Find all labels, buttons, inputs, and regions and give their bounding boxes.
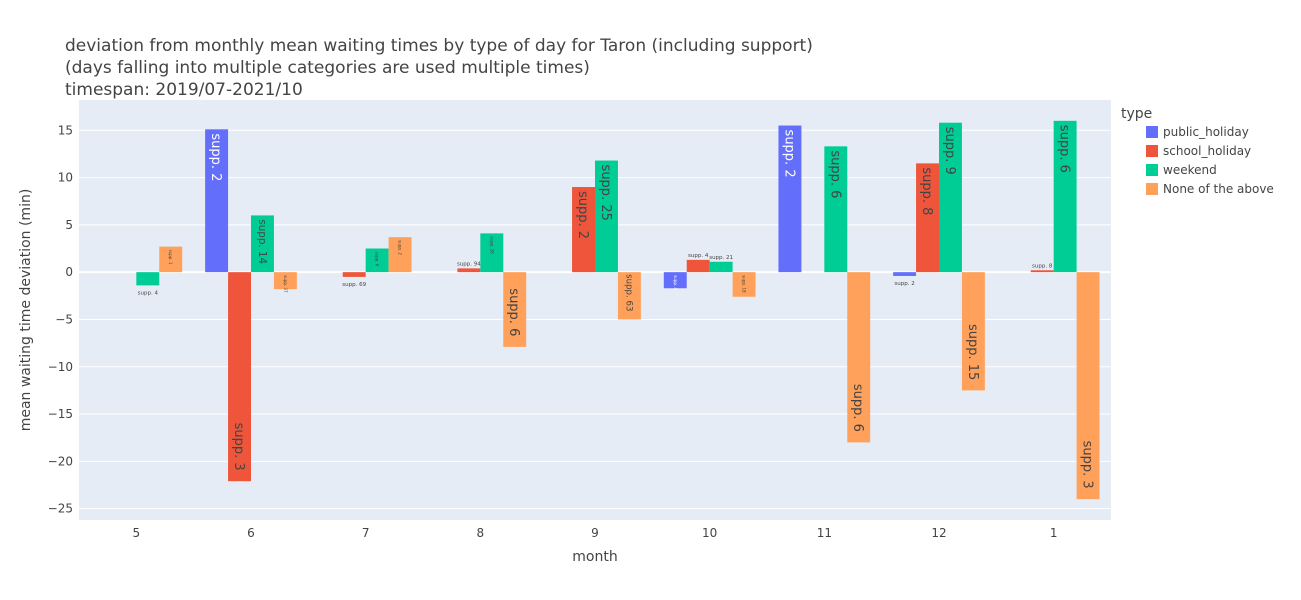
bar-label: supp. 69: [342, 282, 366, 288]
x-tick-label: 8: [477, 526, 485, 540]
bar: [273, 272, 297, 290]
bar: [365, 248, 389, 273]
legend-swatch[interactable]: [1146, 183, 1158, 195]
bar-label: supp. 15: [965, 324, 980, 380]
legend-swatch[interactable]: [1146, 145, 1158, 157]
bar: [961, 272, 985, 391]
y-tick-labels: −25 −20 −15 −10 −5 0 5 10 15: [48, 123, 73, 515]
bar: [847, 272, 871, 443]
legend-item-label[interactable]: public_holiday: [1163, 125, 1249, 139]
y-tick-label: 5: [65, 218, 73, 232]
x-tick-label: 5: [133, 526, 141, 540]
legend-item-label[interactable]: None of the above: [1163, 182, 1274, 196]
x-tick-label: 6: [247, 526, 255, 540]
x-axis-title: month: [572, 549, 617, 565]
bars: [136, 120, 1100, 500]
bar-label: supp. 2: [398, 240, 403, 255]
legend-swatch[interactable]: [1146, 164, 1158, 176]
bar-label: supp. 8: [1032, 263, 1053, 269]
x-tick-labels: 5 6 7 8 9 10 11 12 1: [133, 526, 1058, 540]
bar: [893, 272, 917, 276]
y-tick-label: −5: [55, 312, 73, 326]
bar: [251, 215, 274, 273]
bar: [709, 261, 733, 273]
bar: [1076, 272, 1100, 500]
bar: [159, 246, 183, 273]
x-tick-label: 1: [1050, 526, 1058, 540]
bar-label: supp. 3: [231, 423, 246, 471]
x-tick-label: 11: [817, 526, 832, 540]
bar-label: supp. 28: [489, 236, 494, 254]
legend-title: type: [1121, 106, 1152, 122]
bar-labels: supp. 2 supp. 4 supp. 2 supp. 2 supp. 3 supp.…: [138, 125, 1095, 489]
bar-label: supp. 8: [919, 167, 934, 215]
bar-label: supp. 25: [598, 165, 613, 221]
bar-label: supp. 2: [575, 191, 590, 239]
y-tick-label: −20: [48, 454, 73, 468]
bar: [686, 259, 710, 273]
bar-label: supp. 2: [208, 133, 223, 181]
legend: type public_holiday school_holidayweekend…: [1121, 106, 1274, 196]
bar-label: supp. 4: [673, 275, 678, 290]
bar-label: supp. 21: [709, 255, 733, 261]
legend-swatch[interactable]: [1146, 126, 1158, 138]
bar: [480, 233, 504, 273]
y-tick-label: −10: [48, 360, 73, 374]
x-tick-label: 9: [591, 526, 599, 540]
legend-item-label[interactable]: school_holiday: [1163, 144, 1251, 158]
bar-label: supp. 1: [168, 250, 173, 265]
bar-label: supp. 4: [138, 290, 159, 296]
bar: [617, 272, 641, 320]
bar: [1030, 270, 1054, 273]
bar-label: supp. 6: [375, 252, 380, 267]
y-tick-label: −25: [48, 502, 73, 516]
y-axis-title: mean waiting time deviation (min): [18, 189, 34, 432]
bar-label: supp. 4: [688, 253, 709, 259]
bar-label: supp. 9: [942, 127, 957, 175]
bar: [939, 122, 962, 273]
bar: [916, 163, 939, 273]
y-tick-label: −15: [48, 407, 73, 421]
bar: [595, 160, 618, 273]
x-tick-label: 10: [702, 526, 717, 540]
chart-title: deviation from monthly mean waiting time…: [65, 36, 813, 100]
bar-label: supp. 94: [457, 261, 481, 267]
legend-item-label[interactable]: weekend: [1163, 163, 1217, 177]
bar: [136, 272, 160, 286]
y-tick-label: 15: [58, 123, 73, 137]
bar-label: supp. 2: [781, 130, 796, 178]
bar: [342, 272, 366, 277]
bar-label: supp. 2: [894, 281, 914, 287]
bar-label: supp. 14: [256, 219, 268, 264]
bar-label: supp. 18: [742, 275, 747, 293]
bar-label: supp. 6: [827, 150, 842, 198]
bar-label: supp. 6: [850, 384, 865, 432]
bar: [572, 187, 595, 273]
bar: [205, 129, 229, 273]
bar-label: supp. 3: [1080, 441, 1095, 489]
bar: [1053, 120, 1077, 273]
bar: [824, 146, 848, 273]
title-line-3: timespan: 2019/07-2021/10: [65, 80, 303, 100]
x-tick-label: 12: [931, 526, 946, 540]
x-tick-label: 7: [362, 526, 370, 540]
title-line-2: (days falling into multiple categories a…: [65, 58, 590, 78]
bar: [778, 125, 802, 273]
bar: [503, 272, 527, 347]
bar: [732, 272, 756, 297]
bar: [228, 272, 251, 482]
bar: [663, 272, 687, 289]
bar: [457, 268, 481, 273]
bar-label: supp. 37: [283, 275, 288, 293]
bar-label: supp. 6: [1057, 125, 1072, 173]
title-line-1: deviation from monthly mean waiting time…: [65, 36, 813, 56]
bar-label: supp. 63: [623, 274, 633, 311]
bar: [388, 237, 412, 273]
y-tick-label: 0: [65, 265, 73, 279]
y-tick-label: 10: [58, 171, 73, 185]
bar-label: supp. 6: [506, 288, 521, 336]
